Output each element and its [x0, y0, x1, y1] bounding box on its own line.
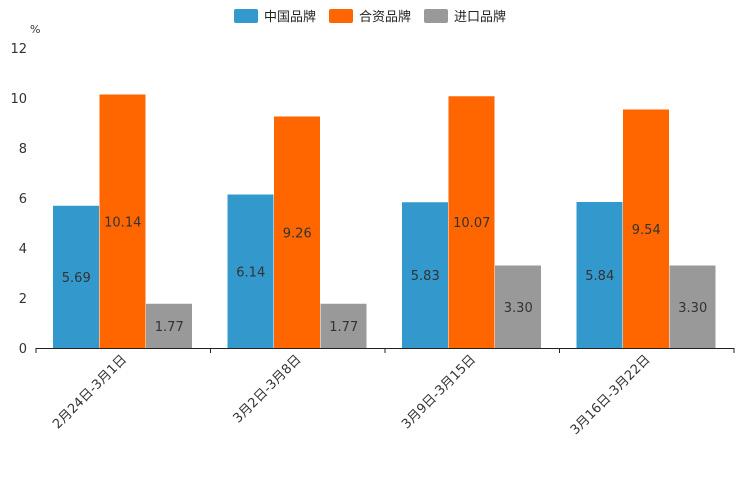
data-label: 10.07 — [453, 216, 490, 231]
bar-1-2[interactable] — [227, 194, 274, 349]
y-axis: 0 2 4 6 8 10 12 — [10, 42, 27, 357]
x-tick-label: 3月16日-3月22日 — [568, 352, 654, 438]
bar-2-3[interactable] — [448, 96, 495, 348]
y-tick-label: 4 — [19, 242, 27, 257]
bar-3-3[interactable] — [495, 265, 541, 349]
y-tick-label: 12 — [10, 42, 27, 57]
data-label: 1.77 — [155, 320, 184, 335]
y-tick-label: 0 — [19, 342, 27, 357]
bar-1-3[interactable] — [402, 202, 448, 348]
x-tick-label: 2月24日-3月1日 — [50, 352, 130, 432]
legend-label[interactable]: 进口品牌 — [454, 9, 506, 25]
data-label: 5.83 — [411, 269, 440, 284]
bar-3-2[interactable] — [320, 303, 367, 348]
y-tick-label: 8 — [19, 142, 27, 157]
legend-label[interactable]: 中国品牌 — [264, 9, 316, 25]
x-tick-label: 3月2日-3月8日 — [230, 352, 304, 426]
data-label: 9.54 — [632, 223, 661, 238]
data-label: 10.14 — [104, 215, 141, 230]
legend-label[interactable]: 合资品牌 — [359, 9, 411, 25]
x-axis: 2月24日-3月1日 3月2日-3月8日 3月9日-3月15日 3月16日-3月22日 — [35, 348, 735, 438]
data-label: 6.14 — [236, 265, 265, 280]
bar-1-4[interactable] — [576, 202, 623, 348]
data-label: 3.30 — [504, 301, 533, 316]
legend-swatch[interactable] — [329, 9, 353, 23]
data-label: 1.77 — [329, 320, 358, 335]
y-tick-label: 2 — [19, 292, 27, 307]
legend-swatch[interactable] — [234, 9, 258, 23]
bar-3-4[interactable] — [669, 265, 716, 349]
legend-swatch[interactable] — [424, 9, 448, 23]
y-axis-unit-label: % — [30, 23, 40, 36]
data-label: 9.26 — [283, 226, 312, 241]
bar-3-1[interactable] — [146, 303, 192, 348]
data-label: 3.30 — [678, 301, 707, 316]
data-label: 5.84 — [585, 269, 614, 284]
bar-2-2[interactable] — [274, 116, 320, 349]
data-label: 5.69 — [62, 271, 91, 286]
y-tick-label: 6 — [19, 192, 27, 207]
bar-2-4[interactable] — [623, 109, 669, 349]
bars: 5.69 6.14 5.83 5.84 10.14 9.26 10.07 9.54 1.77 1.… — [53, 94, 716, 349]
x-tick-label: 3月9日-3月15日 — [399, 352, 479, 432]
y-tick-label: 10 — [10, 92, 27, 107]
bar-2-1[interactable] — [99, 94, 146, 349]
bar-1-1[interactable] — [53, 205, 99, 348]
legend: 中国品牌 合资品牌 进口品牌 — [234, 9, 506, 25]
